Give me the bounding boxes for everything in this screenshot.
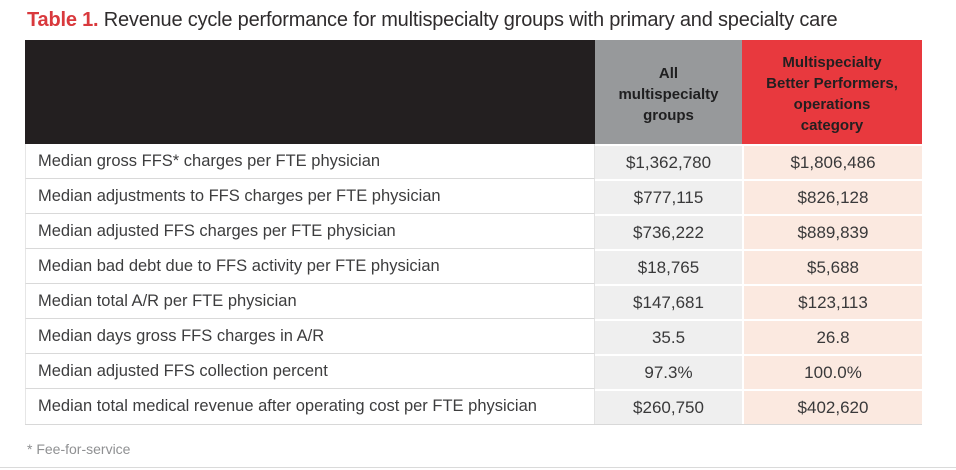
metric-cell: Median bad debt due to FFS activity per … xyxy=(25,249,595,284)
better-performers-value-cell: $1,806,486 xyxy=(742,144,922,179)
page-title: Table 1. Revenue cycle performance for m… xyxy=(27,9,838,32)
all-groups-value-cell: $736,222 xyxy=(595,214,742,249)
title-text: Revenue cycle performance for multispeci… xyxy=(98,9,838,31)
header-cell-all-groups: All multispecialty groups xyxy=(595,40,742,144)
better-performers-value-cell: $402,620 xyxy=(742,389,922,424)
header-cell-better-performers: Multispecialty Better Performers, operat… xyxy=(742,40,922,144)
revenue-table: All multispecialty groups Multispecialty… xyxy=(25,40,922,425)
metric-cell: Median adjusted FFS charges per FTE phys… xyxy=(25,214,595,249)
bottom-divider xyxy=(0,467,956,468)
better-performers-value-cell: 100.0% xyxy=(742,354,922,389)
all-groups-value-cell: 97.3% xyxy=(595,354,742,389)
all-groups-value-cell: 35.5 xyxy=(595,319,742,354)
better-performers-value-cell: 26.8 xyxy=(742,319,922,354)
better-performers-value-cell: $123,113 xyxy=(742,284,922,319)
all-groups-value-cell: $1,362,780 xyxy=(595,144,742,179)
all-groups-value-cell: $260,750 xyxy=(595,389,742,424)
metric-cell: Median adjustments to FFS charges per FT… xyxy=(25,179,595,214)
metric-cell: Median days gross FFS charges in A/R xyxy=(25,319,595,354)
all-groups-value-cell: $777,115 xyxy=(595,179,742,214)
metric-cell: Median total A/R per FTE physician xyxy=(25,284,595,319)
better-performers-value-cell: $889,839 xyxy=(742,214,922,249)
metric-cell: Median adjusted FFS collection percent xyxy=(25,354,595,389)
all-groups-value-cell: $18,765 xyxy=(595,249,742,284)
better-performers-value-cell: $826,128 xyxy=(742,179,922,214)
all-groups-value-cell: $147,681 xyxy=(595,284,742,319)
table-number-label: Table 1. xyxy=(27,9,99,31)
footnote: * Fee-for-service xyxy=(27,441,131,457)
better-performers-value-cell: $5,688 xyxy=(742,249,922,284)
metric-cell: Median gross FFS* charges per FTE physic… xyxy=(25,144,595,179)
header-cell-blank xyxy=(25,40,595,144)
metric-cell: Median total medical revenue after opera… xyxy=(25,389,595,424)
